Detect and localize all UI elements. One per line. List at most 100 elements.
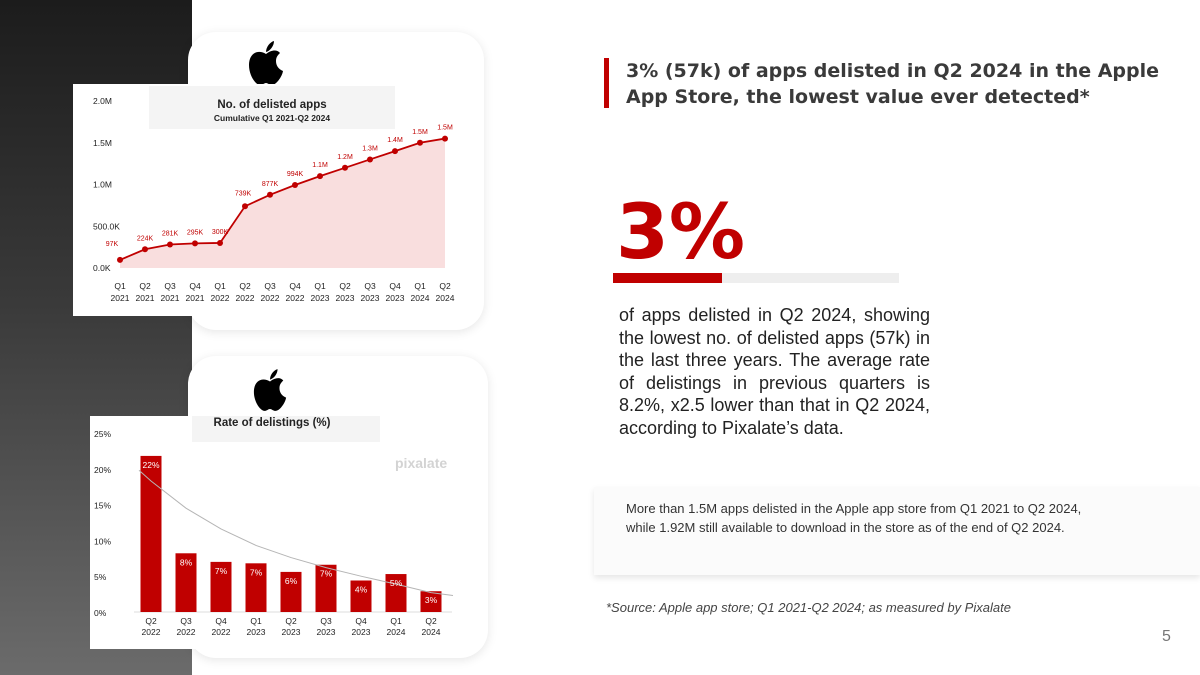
- chart-title: Rate of delistings (%): [214, 417, 331, 429]
- bar-label: 7%: [320, 569, 333, 579]
- bar: [385, 574, 407, 612]
- chart-title: No. of delisted apps: [217, 99, 326, 111]
- y-tick-label: 10%: [94, 536, 111, 546]
- data-label: 1.4M: [387, 137, 403, 144]
- pixalate-watermark: pixalate: [395, 455, 447, 471]
- data-label: 224K: [137, 235, 154, 242]
- x-tick-year: 2023: [361, 293, 380, 303]
- x-tick-label: Q1: [250, 616, 262, 626]
- x-tick-label: Q1: [214, 281, 226, 291]
- x-tick-label: Q4: [289, 281, 301, 291]
- x-tick-year: 2021: [186, 293, 205, 303]
- data-point: [317, 173, 323, 180]
- x-tick-year: 2023: [352, 627, 371, 637]
- bar-label: 4%: [355, 584, 368, 594]
- bar: [315, 564, 337, 612]
- data-point: [167, 241, 173, 248]
- data-point: [242, 203, 248, 210]
- bar-label: 22%: [142, 460, 159, 470]
- x-tick-label: Q3: [164, 281, 176, 291]
- data-label: 300K: [212, 229, 229, 236]
- data-point: [442, 135, 448, 142]
- bar-label: 6%: [285, 576, 298, 586]
- x-tick-label: Q3: [264, 281, 276, 291]
- x-tick-label: Q3: [364, 281, 376, 291]
- bar-label: 5%: [390, 578, 403, 588]
- chart-title-box: [149, 86, 395, 129]
- x-tick-year: 2024: [411, 293, 430, 303]
- x-tick-year: 2022: [211, 293, 230, 303]
- x-tick-label: Q2: [145, 616, 157, 626]
- bar-label: 8%: [180, 557, 193, 567]
- chart-title-box: [192, 410, 380, 442]
- x-tick-label: Q3: [180, 616, 192, 626]
- x-tick-label: Q4: [215, 616, 227, 626]
- data-label: 1.5M: [437, 125, 453, 132]
- headline-line-1: 3% (57k) of apps delisted in Q2 2024 in …: [626, 60, 1160, 82]
- y-tick-label: 2.0M: [93, 96, 112, 106]
- bar: [175, 553, 197, 612]
- bar: [280, 571, 302, 612]
- x-tick-label: Q2: [339, 281, 351, 291]
- data-point: [192, 240, 198, 247]
- y-tick-label: 25%: [94, 429, 111, 439]
- x-tick-year: 2022: [286, 293, 305, 303]
- data-point: [142, 246, 148, 253]
- y-tick-label: 500.0K: [93, 221, 120, 231]
- data-label: 295K: [187, 229, 204, 236]
- apple-logo-icon: [249, 41, 283, 85]
- x-tick-year: 2023: [311, 293, 330, 303]
- bar: [140, 455, 162, 612]
- data-label: 1.3M: [362, 145, 378, 152]
- data-label: 1.2M: [337, 154, 353, 161]
- bar: [245, 563, 267, 612]
- y-tick-label: 0%: [94, 608, 107, 618]
- x-tick-year: 2024: [436, 293, 455, 303]
- highlight-box: [608, 160, 944, 478]
- x-tick-label: Q4: [189, 281, 201, 291]
- x-tick-year: 2023: [336, 293, 355, 303]
- x-tick-year: 2021: [111, 293, 130, 303]
- delisted-apps-chart-panel: No. of delisted apps Cumulative Q1 2021-…: [73, 84, 459, 316]
- headline: 3% (57k) of apps delisted in Q2 2024 in …: [604, 58, 1170, 108]
- headline-line-2: App Store, the lowest value ever detecte…: [626, 86, 1090, 108]
- x-tick-label: Q3: [320, 616, 332, 626]
- data-point: [117, 256, 123, 263]
- x-tick-year: 2024: [387, 627, 406, 637]
- x-tick-year: 2023: [247, 627, 266, 637]
- y-tick-label: 1.0M: [93, 180, 112, 190]
- data-point: [267, 191, 273, 198]
- x-tick-label: Q1: [390, 616, 402, 626]
- bar: [350, 580, 372, 612]
- x-tick-year: 2024: [422, 627, 441, 637]
- x-tick-year: 2022: [142, 627, 161, 637]
- bar-label: 3%: [425, 595, 438, 605]
- y-tick-label: 20%: [94, 465, 111, 475]
- x-tick-label: Q4: [389, 281, 401, 291]
- x-tick-label: Q4: [355, 616, 367, 626]
- x-tick-year: 2022: [261, 293, 280, 303]
- x-tick-label: Q2: [139, 281, 151, 291]
- bar: [210, 561, 232, 612]
- y-tick-label: 15%: [94, 501, 111, 511]
- data-point: [417, 139, 423, 146]
- data-label: 994K: [287, 171, 304, 178]
- x-tick-label: Q1: [414, 281, 426, 291]
- x-tick-year: 2021: [136, 293, 155, 303]
- data-point: [392, 148, 398, 155]
- note-text: More than 1.5M apps delisted in the Appl…: [626, 501, 1082, 535]
- data-point: [342, 164, 348, 171]
- x-tick-year: 2022: [177, 627, 196, 637]
- data-label: 97K: [106, 241, 119, 248]
- y-tick-label: 1.5M: [93, 138, 112, 148]
- data-label: 877K: [262, 181, 279, 188]
- y-tick-label: 5%: [94, 572, 107, 582]
- x-tick-label: Q2: [439, 281, 451, 291]
- bar: [420, 591, 442, 612]
- highlight-description: of apps delisted in Q2 2024, showing the…: [619, 305, 930, 438]
- page-number: 5: [1162, 628, 1171, 645]
- x-tick-year: 2022: [236, 293, 255, 303]
- x-tick-label: Q1: [314, 281, 326, 291]
- progress-fill: [613, 273, 722, 283]
- x-tick-label: Q1: [114, 281, 126, 291]
